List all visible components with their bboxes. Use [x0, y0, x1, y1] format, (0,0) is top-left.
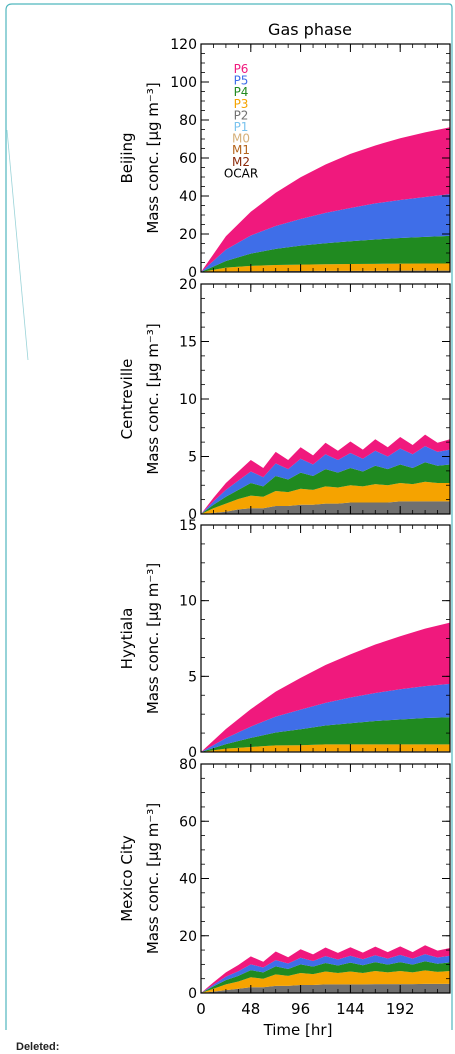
y-tick-label: 5	[188, 669, 197, 685]
y-tick-label: 5	[188, 450, 197, 466]
y-tick-label: 40	[179, 872, 197, 888]
deleted-label: Deleted:	[16, 1041, 60, 1053]
x-tick-label: 48	[241, 1000, 260, 1018]
y-tick-label: 100	[170, 75, 197, 91]
area-p4-centreville	[201, 462, 450, 514]
site-label: Hyytiala	[118, 608, 136, 670]
panel-mexico-city: 0 20 40 60 80 Mexico City Mass conc. [μg m⁻³]	[118, 757, 451, 1002]
y-tick-label: 60	[179, 151, 197, 167]
y-tick-label: 120	[170, 37, 197, 53]
y-tick-label: 0	[188, 745, 197, 761]
legend-entry-p4: P4	[234, 85, 249, 99]
panel-hyytiala: 0 5 10 15 Hyytiala Mass conc. [μg m⁻³]	[118, 518, 451, 761]
legend-entry-m2: M2	[232, 155, 250, 169]
y-tick-label: 80	[179, 113, 197, 129]
y-tick-label: 10	[179, 392, 197, 408]
area-p5-mexico-city	[201, 954, 450, 993]
site-label: Centreville	[118, 359, 136, 440]
area-p5-beijing	[201, 194, 450, 272]
y-tick-label: 60	[179, 814, 197, 830]
legend-entry-p2: P2	[234, 108, 249, 122]
y-axis-label: Mass conc. [μg m⁻³]	[144, 82, 162, 233]
legend-entry-m1: M1	[232, 143, 250, 157]
area-p6-mexico-city	[201, 945, 450, 993]
y-tick-label: 0	[188, 265, 197, 281]
x-axis-label: Time [hr]	[263, 1021, 333, 1039]
area-p6-centreville	[201, 434, 450, 514]
y-tick-label: 15	[179, 518, 197, 534]
x-tick-label: 0	[196, 1000, 206, 1018]
y-tick-label: 15	[179, 335, 197, 351]
area-p3-mexico-city	[201, 970, 450, 993]
x-tick-label: 96	[291, 1000, 310, 1018]
y-tick-label: 20	[179, 227, 197, 243]
area-p3-centreville	[201, 481, 450, 514]
area-p4-mexico-city	[201, 961, 450, 993]
y-axis-label: Mass conc. [μg m⁻³]	[144, 803, 162, 954]
site-label: Beijing	[118, 132, 136, 183]
y-tick-label: 10	[179, 594, 197, 610]
y-tick-label: 40	[179, 189, 197, 205]
legend-entry-p1: P1	[234, 120, 249, 134]
y-tick-label: 0	[188, 507, 197, 523]
y-tick-label: 20	[179, 929, 197, 945]
legend-entry-p6: P6	[234, 62, 249, 76]
y-tick-label: 0	[188, 986, 197, 1002]
site-label: Mexico City	[118, 835, 136, 922]
area-p4-hyytiala	[201, 717, 450, 752]
y-tick-label: 20	[179, 277, 197, 293]
legend-entry-p5: P5	[234, 74, 249, 88]
x-tick-label: 192	[386, 1000, 415, 1018]
panel-beijing: 0 20 40 60 80 100 120 Beijing Mass conc. [μg m⁻³…	[118, 37, 451, 281]
area-p5-hyytiala	[201, 683, 450, 752]
area-p6-hyytiala	[201, 622, 450, 752]
y-axis-label: Mass conc. [μg m⁻³]	[144, 323, 162, 474]
legend-entry-m0: M0	[232, 132, 250, 146]
chart-title: Gas phase	[268, 20, 352, 39]
legend-entry-ocar: OCAR	[224, 166, 258, 180]
y-axis-label: Mass conc. [μg m⁻³]	[144, 563, 162, 714]
legend-entry-p3: P3	[234, 97, 249, 111]
area-p6-beijing	[201, 127, 450, 272]
x-tick-label: 144	[336, 1000, 365, 1018]
panel-centreville: 0 5 10 15 20 Centreville Mass conc. [μg m⁻³]	[118, 277, 451, 523]
area-p5-centreville	[201, 446, 450, 514]
area-p4-beijing	[201, 235, 450, 272]
y-tick-label: 80	[179, 757, 197, 773]
